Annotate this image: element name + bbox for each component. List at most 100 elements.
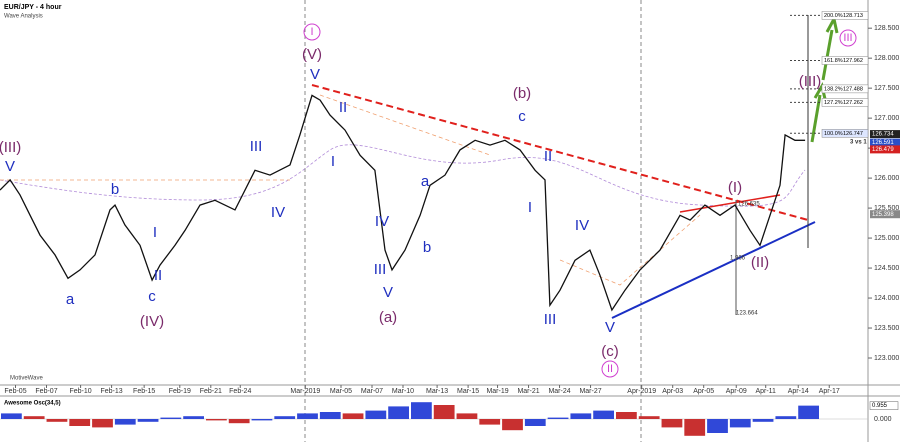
fib-label: 161.8% [824, 58, 843, 64]
support-line [611, 221, 816, 319]
annotation: 126.635 [738, 202, 760, 208]
osc-current-label: 0.955 [872, 403, 888, 409]
osc-bar [342, 413, 364, 419]
x-tick-label: Mar-2019 [290, 388, 320, 395]
fib-box [821, 84, 869, 94]
wave-label: (b) [513, 85, 531, 102]
wave-label: II [154, 267, 162, 284]
wave-label: II [607, 363, 613, 375]
chart-subtitle: Wave Analysis [4, 14, 43, 20]
osc-bar [274, 416, 296, 419]
osc-bar [752, 419, 774, 422]
fib-label: 138.2% [824, 86, 843, 92]
wave-circle [601, 360, 619, 378]
price-tag-label: 126.591 [872, 140, 894, 146]
fib-box [821, 98, 869, 107]
fib-label: 127.2% [824, 100, 843, 106]
osc-bar [661, 419, 683, 428]
wave-label: (a) [379, 309, 397, 326]
price-tag [870, 145, 900, 154]
wave-label: (c) [601, 343, 619, 360]
y-tick-label: 123.000 [874, 355, 899, 362]
x-tick-label: Apr-09 [726, 388, 747, 395]
x-tick-label: Apr-03 [662, 388, 683, 395]
osc-bar [114, 419, 136, 425]
wave-label: I [331, 153, 335, 170]
osc-bar [251, 419, 273, 421]
oscillator-title: Awesome Osc(34,5) [4, 401, 61, 407]
wave-label: b [111, 181, 119, 198]
price-tag [870, 130, 900, 139]
wave-label: III [544, 311, 557, 328]
osc-bar [160, 417, 182, 419]
price-tag-label: 125.398 [872, 212, 894, 218]
x-tick-label: Feb-10 [70, 388, 92, 395]
osc-bar [46, 419, 68, 422]
wave-label: c [148, 288, 156, 305]
wave-label: I [528, 199, 532, 216]
fib-box [821, 11, 869, 20]
osc-bar [297, 413, 318, 419]
x-tick-label: Mar-21 [517, 388, 539, 395]
osc-bar [388, 406, 409, 419]
osc-bar [69, 419, 91, 426]
fib-box [821, 129, 869, 138]
wave-label: b [423, 239, 431, 256]
y-tick-label: 124.000 [874, 295, 899, 302]
osc-bar [206, 419, 227, 421]
osc-bar [524, 419, 546, 426]
x-tick-label: Mar-07 [361, 388, 383, 395]
x-tick-label: Mar-13 [426, 388, 448, 395]
osc-bar [707, 419, 728, 433]
x-tick-label: Mar-10 [392, 388, 414, 395]
wave-circle [839, 29, 857, 47]
wave-label: V [383, 284, 393, 301]
x-tick-label: Feb-07 [35, 388, 57, 395]
osc-bar [729, 419, 751, 428]
annotation: 123.664 [736, 311, 758, 317]
y-tick-label: 127.500 [874, 85, 899, 92]
fib-label: 200.0% [824, 13, 843, 19]
y-tick-label: 125.000 [874, 235, 899, 242]
x-tick-label: Apr-2019 [627, 388, 656, 395]
x-tick-label: Feb-05 [4, 388, 26, 395]
osc-bar [798, 405, 819, 419]
osc-bar [570, 413, 592, 419]
x-tick-label: Feb-21 [200, 388, 222, 395]
x-tick-label: Apr-05 [693, 388, 714, 395]
wave-label: (I) [728, 179, 742, 196]
wave-label: III [843, 32, 852, 44]
x-tick-label: Feb-24 [229, 388, 251, 395]
wave-label: V [5, 158, 15, 175]
osc-current-box [869, 401, 899, 410]
x-tick-label: Feb-13 [101, 388, 123, 395]
y-tick-label: 128.500 [874, 25, 899, 32]
wave-label: II [544, 148, 552, 165]
osc-bar [638, 416, 660, 419]
osc-bar [433, 405, 455, 419]
y-tick-label: 125.500 [874, 205, 899, 212]
wave-label: (III) [799, 73, 822, 90]
fib-price: 127.488 [843, 86, 863, 92]
price-tag-label: 126.479 [872, 147, 894, 153]
wave-label: III [250, 138, 263, 155]
wave-label: II [339, 99, 347, 116]
wave-label: a [66, 291, 75, 308]
fib-price: 128.713 [843, 13, 863, 19]
y-tick-label: 123.500 [874, 325, 899, 332]
wave-label: IV [375, 213, 389, 230]
wave-label: I [310, 26, 313, 38]
wave-label: a [421, 173, 430, 190]
osc-bar [616, 412, 637, 419]
y-tick-label: 124.500 [874, 265, 899, 272]
fib-price: 126.747 [843, 131, 863, 137]
osc-bar [775, 416, 797, 419]
x-tick-label: Mar-05 [330, 388, 352, 395]
chart-title: EUR/JPY - 4 hour [4, 4, 62, 11]
resistance-line [311, 84, 809, 221]
fib-price: 127.262 [843, 100, 863, 106]
wave-label: c [518, 108, 526, 125]
y-tick-label: 128.000 [874, 55, 899, 62]
